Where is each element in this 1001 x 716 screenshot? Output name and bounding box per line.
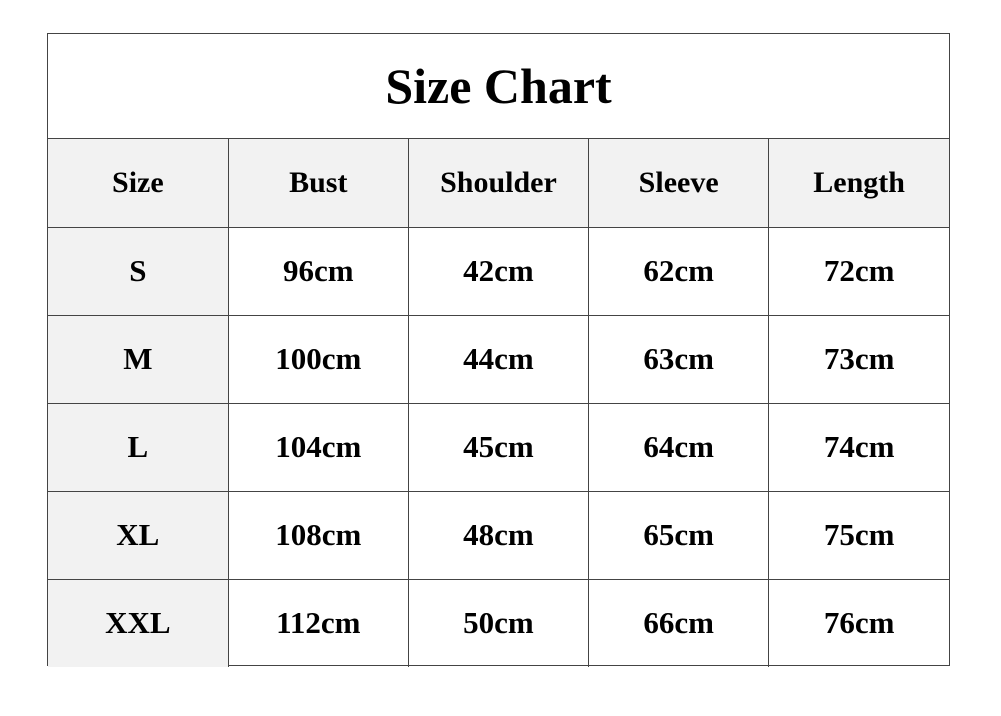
header-row: Size Bust Shoulder Sleeve Length xyxy=(48,139,949,228)
column-header: Length xyxy=(768,139,949,228)
measurement-cell: 50cm xyxy=(407,578,590,667)
measurement-cell: 75cm xyxy=(768,490,949,580)
chart-title: Size Chart xyxy=(48,34,949,139)
column-header: Size xyxy=(48,139,229,228)
measurement-cell: 48cm xyxy=(407,490,590,580)
measurement-cell: 100cm xyxy=(227,314,409,404)
size-cell: XXL xyxy=(48,578,229,667)
measurement-cell: 73cm xyxy=(768,314,949,404)
column-header: Shoulder xyxy=(407,139,590,228)
measurement-cell: 104cm xyxy=(227,402,409,492)
measurement-cell: 112cm xyxy=(227,578,409,667)
measurement-cell: 45cm xyxy=(407,402,590,492)
measurement-cell: 65cm xyxy=(588,490,770,580)
table-row: L 104cm 45cm 64cm 74cm xyxy=(48,402,949,492)
column-header: Bust xyxy=(227,139,409,228)
size-chart: Size Chart Size Bust Shoulder Sleeve Length S… xyxy=(47,33,950,667)
table-row: S 96cm 42cm 62cm 72cm xyxy=(48,226,949,316)
size-cell: M xyxy=(48,314,229,404)
size-cell: S xyxy=(48,226,229,316)
size-cell: XL xyxy=(48,490,229,580)
measurement-cell: 44cm xyxy=(407,314,590,404)
measurement-cell: 62cm xyxy=(588,226,770,316)
measurement-cell: 96cm xyxy=(227,226,409,316)
measurement-cell: 63cm xyxy=(588,314,770,404)
measurement-cell: 66cm xyxy=(588,578,770,667)
table-row: XXL 112cm 50cm 66cm 76cm xyxy=(48,578,949,667)
measurement-cell: 64cm xyxy=(588,402,770,492)
size-cell: L xyxy=(48,402,229,492)
table-row: M 100cm 44cm 63cm 73cm xyxy=(48,314,949,404)
measurement-cell: 74cm xyxy=(768,402,949,492)
size-table: Size Bust Shoulder Sleeve Length S 96cm 42cm 62c… xyxy=(48,139,949,667)
measurement-cell: 42cm xyxy=(407,226,590,316)
measurement-cell: 76cm xyxy=(768,578,949,667)
column-header: Sleeve xyxy=(588,139,770,228)
measurement-cell: 108cm xyxy=(227,490,409,580)
measurement-cell: 72cm xyxy=(768,226,949,316)
table-row: XL 108cm 48cm 65cm 75cm xyxy=(48,490,949,580)
